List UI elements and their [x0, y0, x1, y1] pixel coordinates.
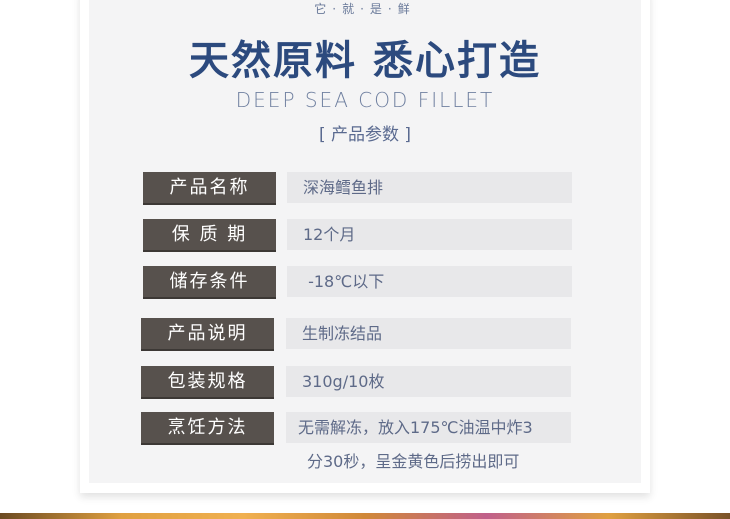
param-value-name: 深海鳕鱼排 [287, 172, 572, 203]
tagline: 它·就·是·鲜 [314, 2, 416, 16]
param-label-package: 包装规格 [141, 366, 274, 399]
param-label-name: 产品名称 [143, 172, 276, 205]
param-value-cooking: 无需解冻，放入175℃油温中炸3 [286, 412, 571, 443]
page-title: 天然原料 悉心打造 [189, 38, 541, 84]
param-label-shelf-life: 保 质 期 [143, 219, 276, 252]
param-label-cooking: 烹饪方法 [141, 412, 274, 445]
param-value-description: 生制冻结品 [286, 318, 571, 349]
param-label-storage: 储存条件 [143, 266, 276, 299]
section-title: [ 产品参数 ] [318, 125, 412, 145]
english-title: DEEP SEA COD FILLET [235, 88, 495, 112]
param-label-description: 产品说明 [141, 318, 274, 351]
param-value-shelf-life: 12个月 [287, 219, 572, 250]
bottom-image-strip [0, 513, 730, 519]
param-value-cooking-line2: 分30秒，呈金黄色后捞出即可 [307, 452, 520, 471]
param-value-storage: -18℃以下 [287, 266, 572, 297]
param-value-package: 310g/10枚 [286, 366, 571, 397]
